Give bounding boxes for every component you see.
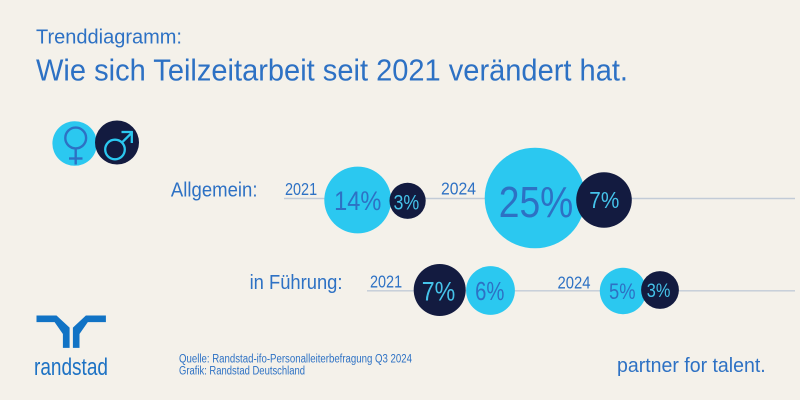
svg-text:Grafik: Randstad Deutschland: Grafik: Randstad Deutschland (179, 365, 305, 377)
svg-text:2021: 2021 (370, 272, 402, 292)
svg-text:in Führung:: in Führung: (250, 272, 343, 294)
svg-text:partner for talent.: partner for talent. (617, 355, 766, 377)
svg-text:randstad: randstad (34, 354, 108, 381)
svg-text:Allgemein:: Allgemein: (171, 180, 258, 202)
svg-text:7%: 7% (589, 187, 619, 213)
svg-text:2021: 2021 (285, 179, 317, 199)
svg-text:Wie sich Teilzeitarbeit seit 2: Wie sich Teilzeitarbeit seit 2021 veränd… (36, 53, 628, 88)
svg-text:5%: 5% (609, 279, 636, 304)
svg-text:2024: 2024 (558, 273, 591, 293)
svg-text:3%: 3% (394, 190, 420, 214)
svg-text:3%: 3% (647, 280, 671, 302)
svg-text:2024: 2024 (441, 179, 476, 199)
svg-text:25%: 25% (499, 179, 574, 227)
svg-text:7%: 7% (422, 276, 456, 306)
svg-text:14%: 14% (334, 186, 381, 216)
svg-text:Trenddiagramm:: Trenddiagramm: (36, 26, 182, 48)
svg-text:6%: 6% (475, 276, 504, 306)
svg-text:Quelle: Randstad-ifo-Personall: Quelle: Randstad-ifo-Personalleiterbefra… (179, 354, 413, 366)
